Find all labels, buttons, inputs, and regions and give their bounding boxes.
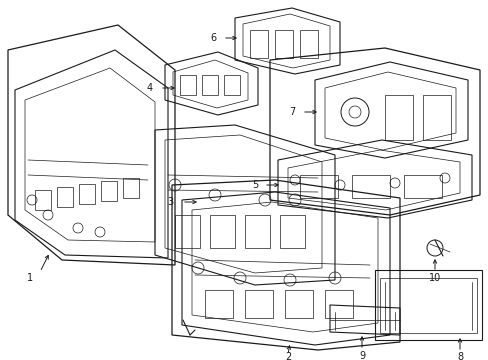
- Text: 4: 4: [146, 83, 153, 93]
- Text: 3: 3: [166, 197, 173, 207]
- Text: 5: 5: [251, 180, 258, 190]
- Text: 10: 10: [428, 273, 440, 283]
- Text: 1: 1: [27, 273, 33, 283]
- Text: 6: 6: [209, 33, 216, 43]
- Text: 8: 8: [456, 352, 462, 360]
- Text: 9: 9: [358, 351, 365, 360]
- Text: 2: 2: [285, 352, 290, 360]
- Text: 7: 7: [288, 107, 295, 117]
